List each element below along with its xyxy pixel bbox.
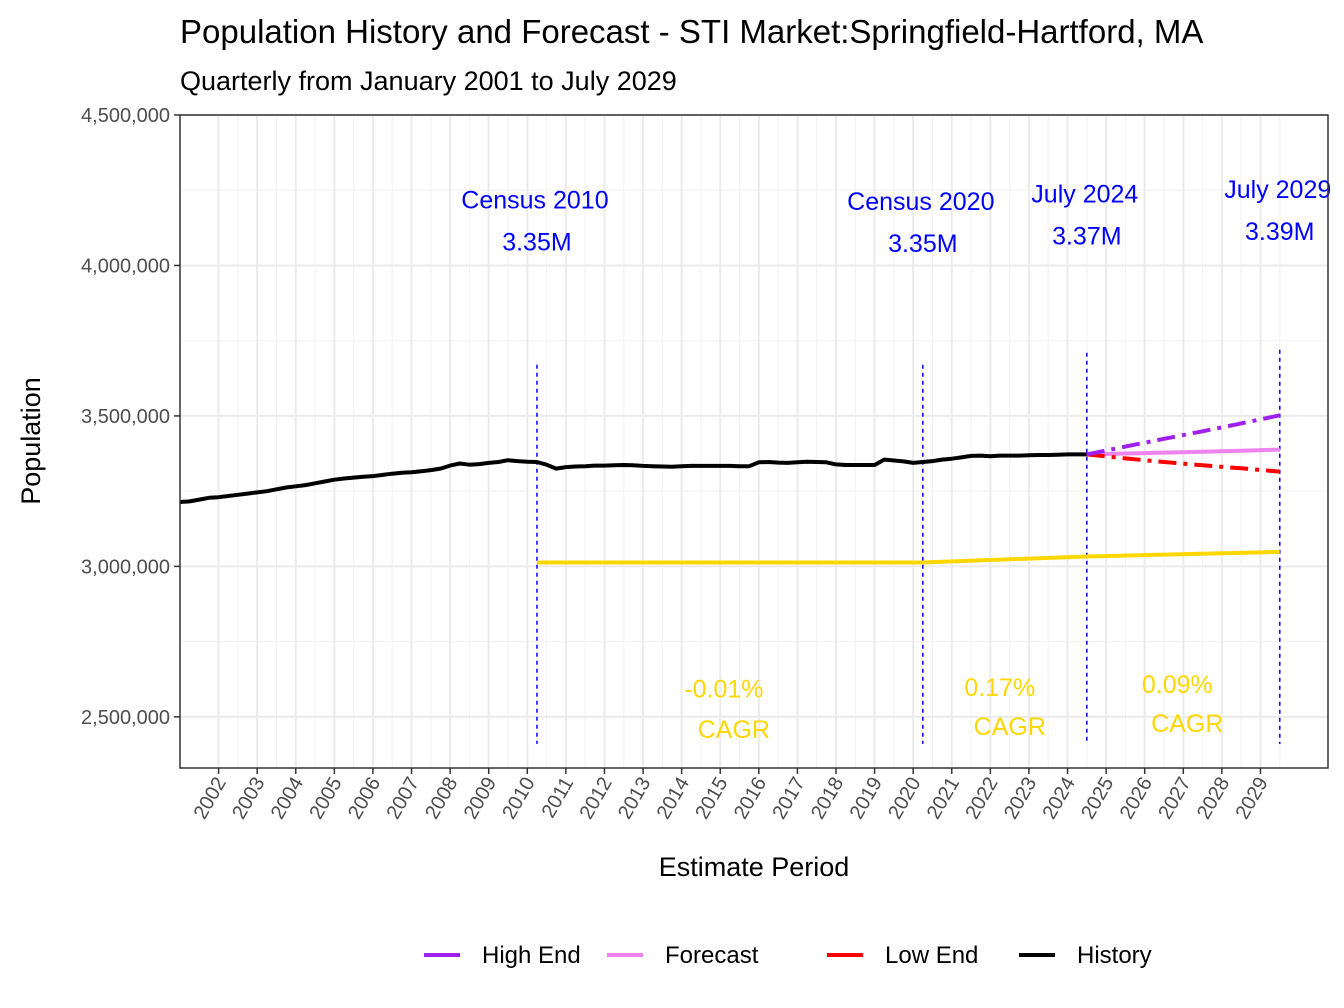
annotations: Census 2010 3.35M Census 2020 3.35M July 202… bbox=[461, 176, 1331, 744]
cagr-rate: 0.17% bbox=[964, 674, 1035, 702]
y-tick-label: 3,500,000 bbox=[81, 406, 170, 428]
annotation-label: July 2024 bbox=[1031, 180, 1138, 208]
legend-label: Low End bbox=[885, 942, 978, 969]
y-tick-label: 2,500,000 bbox=[81, 707, 170, 729]
x-axis-label: Estimate Period bbox=[659, 852, 850, 882]
legend-label: High End bbox=[482, 942, 581, 969]
y-tick-label: 3,000,000 bbox=[81, 556, 170, 578]
annotation-label: Census 2020 bbox=[847, 188, 994, 216]
cagr-label: CAGR bbox=[1151, 710, 1223, 738]
annotation-value: 3.37M bbox=[1052, 222, 1121, 250]
y-axis: 2,500,000 3,000,000 3,500,000 4,000,000 4,50… bbox=[81, 105, 180, 729]
legend-label: History bbox=[1077, 942, 1152, 969]
annotation-label: Census 2010 bbox=[461, 186, 608, 214]
cagr-label: CAGR bbox=[974, 713, 1046, 741]
y-tick-label: 4,500,000 bbox=[81, 105, 170, 127]
series-line-baseline bbox=[536, 549, 1280, 565]
annotation-value: 3.35M bbox=[888, 230, 957, 258]
chart-title: Population History and Forecast - STI Ma… bbox=[180, 13, 1203, 50]
cagr-label: CAGR bbox=[698, 716, 770, 744]
cagr-rate: 0.09% bbox=[1142, 671, 1213, 699]
annotation-value: 3.35M bbox=[502, 228, 571, 256]
legend: High End Forecast Low End History bbox=[424, 942, 1152, 969]
legend-label: Forecast bbox=[665, 942, 759, 969]
series-line-low-end bbox=[1086, 452, 1280, 474]
series-line-history bbox=[179, 452, 1087, 504]
grid bbox=[180, 114, 1328, 768]
cagr-rate: -0.01% bbox=[684, 675, 763, 703]
annotation-label: July 2029 bbox=[1224, 176, 1331, 204]
series bbox=[179, 413, 1281, 565]
chart-subtitle: Quarterly from January 2001 to July 2029 bbox=[180, 66, 677, 96]
plot-panel-border bbox=[179, 114, 1329, 769]
series-line-high-end bbox=[1086, 413, 1281, 457]
y-axis-label: Population bbox=[16, 377, 46, 505]
series-line-forecast bbox=[1086, 447, 1280, 457]
annotation-value: 3.39M bbox=[1245, 218, 1314, 246]
y-tick-label: 4,000,000 bbox=[81, 255, 170, 277]
